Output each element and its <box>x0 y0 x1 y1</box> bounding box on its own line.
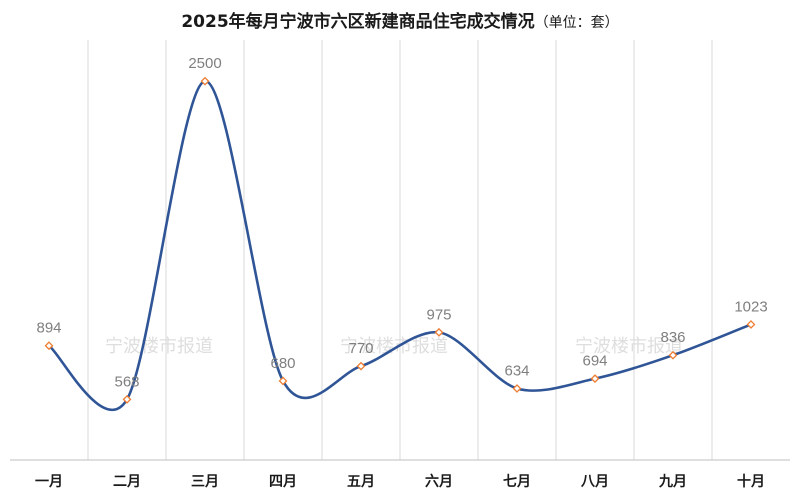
data-label: 634 <box>504 363 529 380</box>
x-tick-label: 五月 <box>347 474 375 490</box>
data-label: 770 <box>348 340 373 357</box>
data-label: 836 <box>660 329 685 346</box>
data-point-5 <box>356 361 366 371</box>
chart-title-main: 2025年每月宁波市六区新建商品住宅成交情况 <box>181 11 534 32</box>
data-point-9 <box>668 350 678 360</box>
x-tick-label: 六月 <box>425 473 453 490</box>
x-tick-label: 四月 <box>269 474 297 490</box>
x-tick-label: 一月 <box>35 474 63 490</box>
x-tick-labels: 一月 二月 三月 四月 五月 六月 七月 八月 九月 十月 <box>35 473 765 490</box>
watermarks: 宁波楼市报道 宁波楼市报道 宁波楼市报道 <box>105 336 683 357</box>
data-label: 975 <box>426 306 451 323</box>
data-label: 894 <box>36 320 61 337</box>
data-point-10 <box>746 320 756 329</box>
gridlines <box>87 40 713 460</box>
data-point-1 <box>44 341 54 351</box>
watermark-1: 宁波楼市报道 <box>105 336 213 357</box>
x-tick-label: 十月 <box>737 473 765 490</box>
data-point-3 <box>200 76 210 86</box>
data-point-7 <box>512 384 522 393</box>
data-label: 2500 <box>188 55 221 72</box>
data-label: 680 <box>270 355 295 372</box>
x-tick-label: 七月 <box>503 474 531 490</box>
data-label: 694 <box>582 353 607 370</box>
chart-title-unit: （单位：套） <box>535 15 619 31</box>
series-group <box>47 79 753 411</box>
data-point-2 <box>122 394 132 404</box>
watermark-2: 宁波楼市报道 <box>340 336 448 357</box>
series-line <box>47 79 753 411</box>
data-point-8 <box>590 374 600 384</box>
data-point-6 <box>434 327 444 337</box>
x-tick-label: 九月 <box>658 474 687 490</box>
x-tick-label: 二月 <box>113 474 141 490</box>
x-tick-label: 八月 <box>580 474 609 490</box>
data-point-4 <box>278 376 288 386</box>
data-label: 1023 <box>734 298 767 315</box>
chart-title: 2025年每月宁波市六区新建商品住宅成交情况（单位：套） <box>181 11 618 32</box>
watermark-3: 宁波楼市报道 <box>575 336 683 357</box>
x-tick-label: 三月 <box>191 474 219 490</box>
data-labels-group: 894 568 2500 680 770 975 634 694 836 1023 <box>36 55 767 390</box>
markers-group <box>44 76 756 404</box>
data-label: 568 <box>114 373 139 390</box>
